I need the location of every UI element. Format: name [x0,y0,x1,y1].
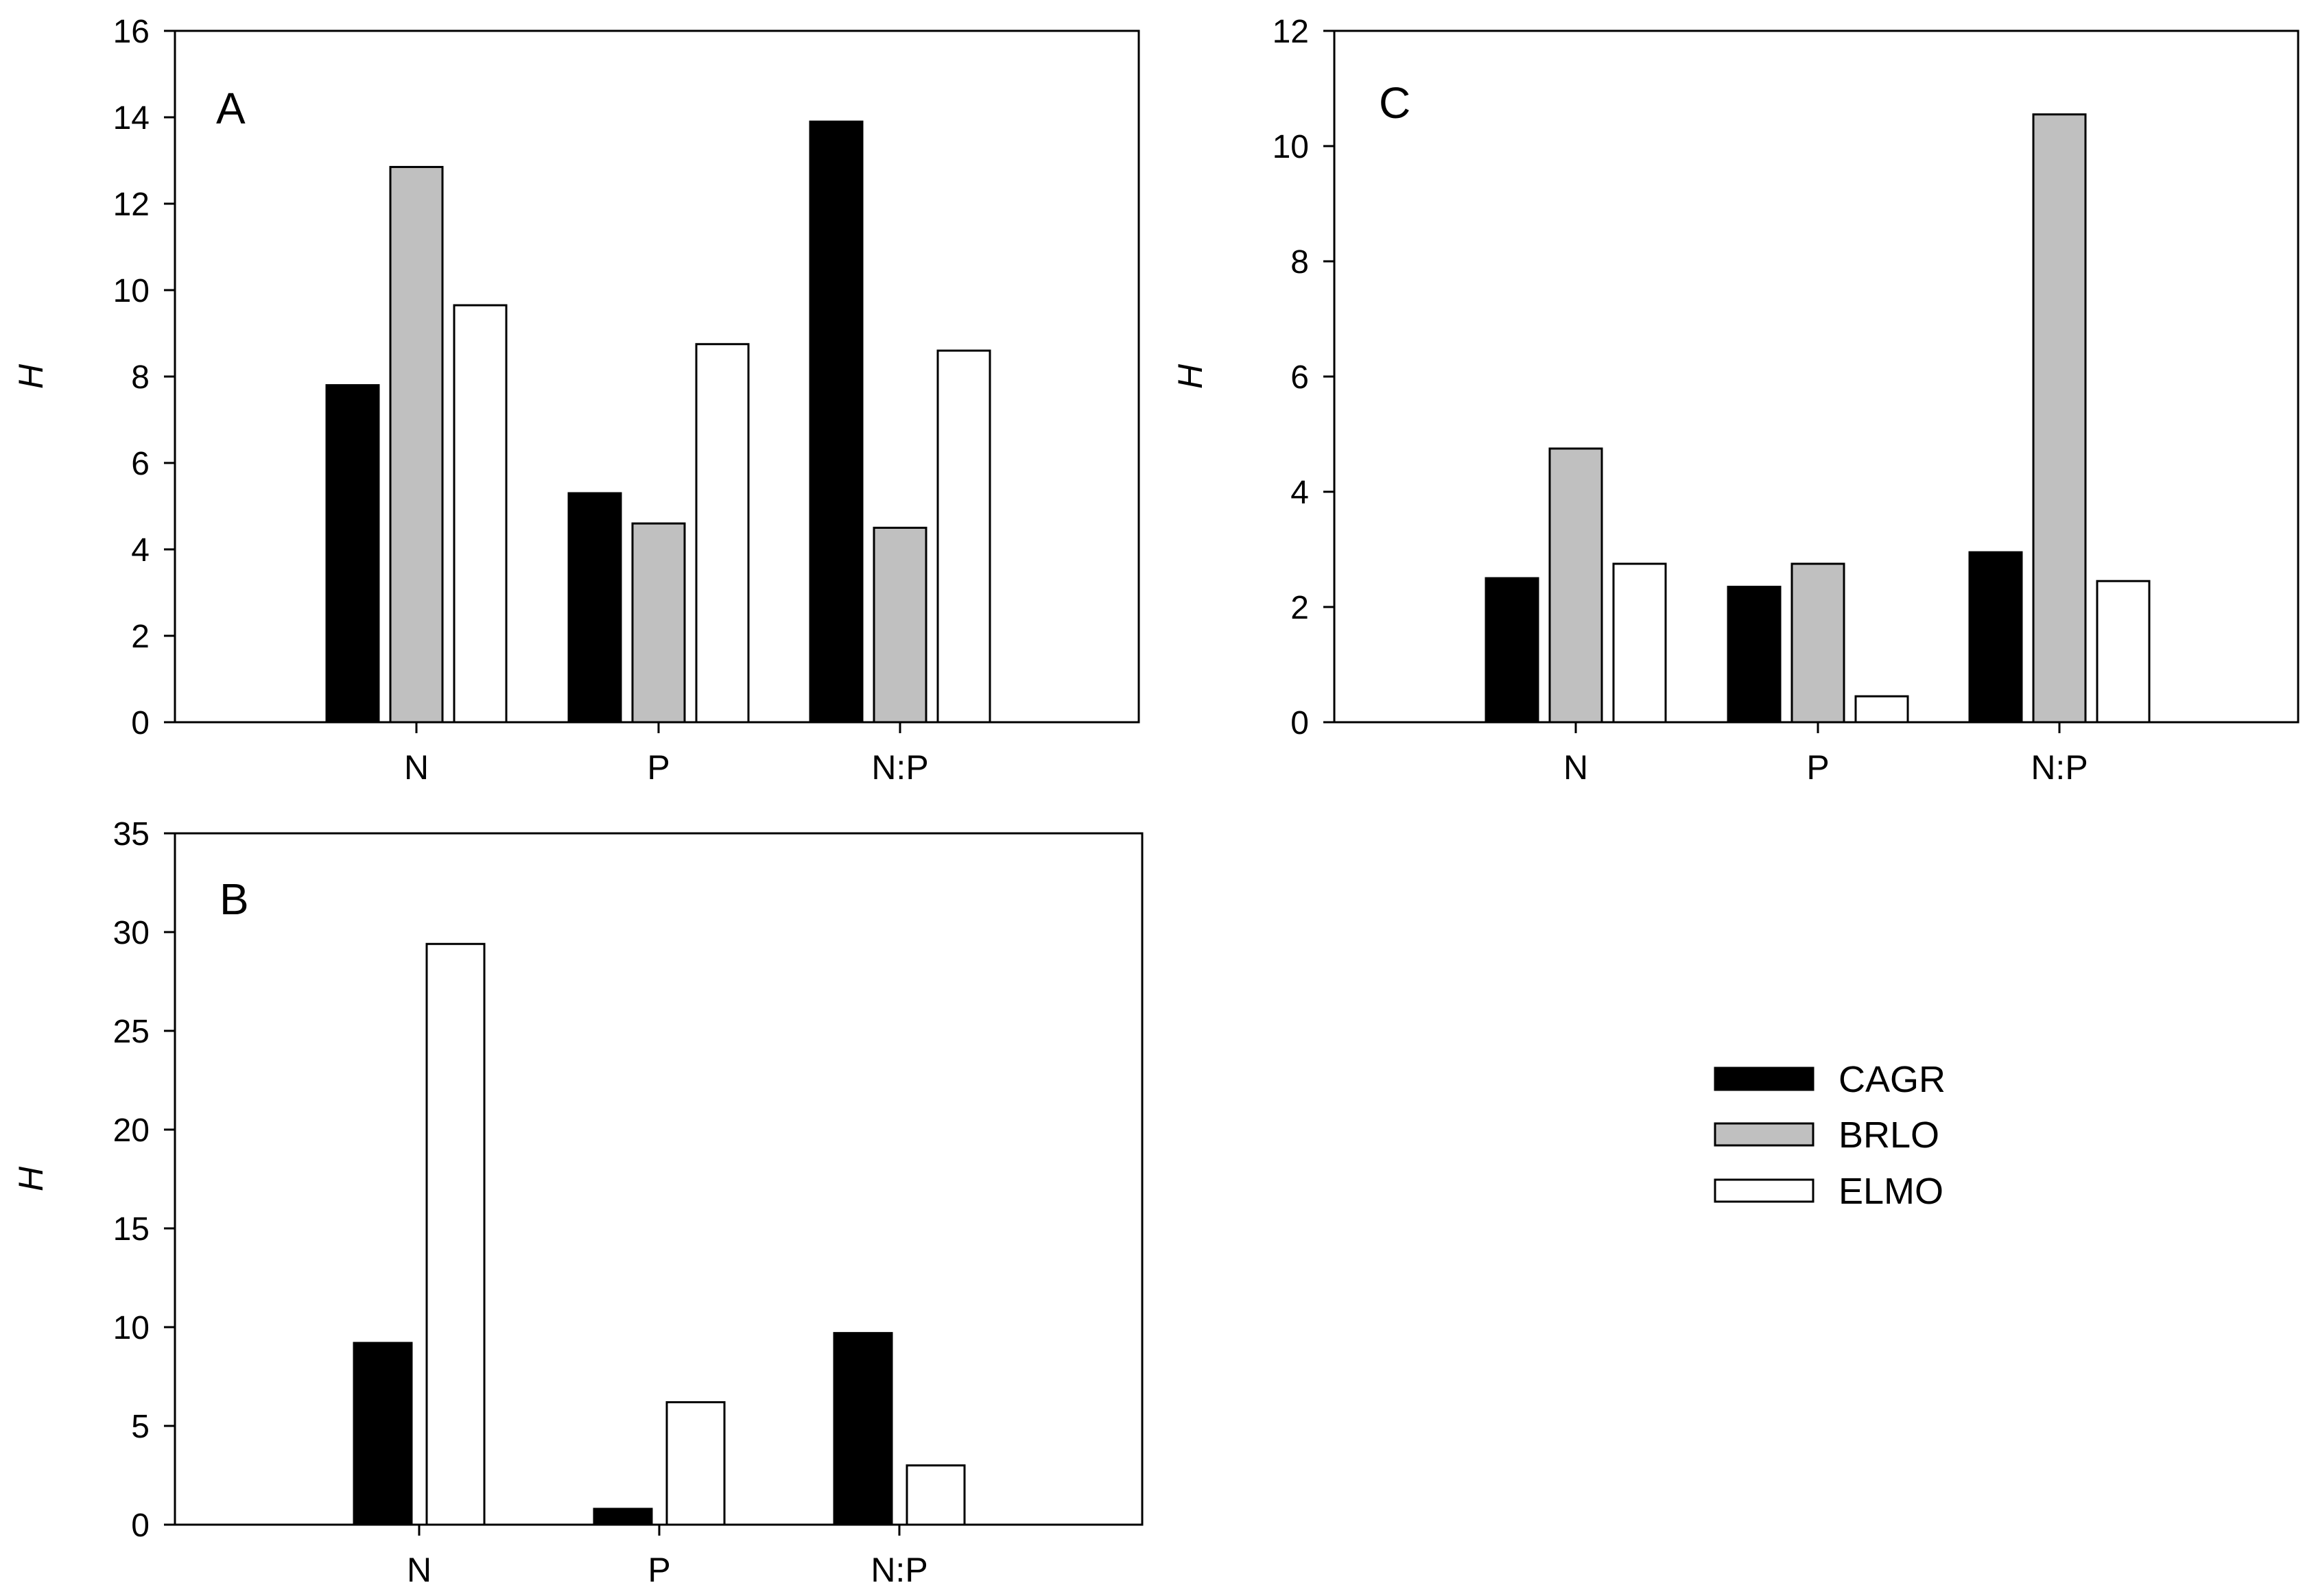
legend-label-brlo: BRLO [1839,1115,1939,1156]
legend-swatch-cagr [1714,1067,1815,1091]
panel-a-category-label-p: P [647,748,670,787]
panel-a-bar-elmo-n [453,304,508,724]
panel-a-category-label-n-p: N:P [871,748,928,787]
panel-a-bar-cagr-p [567,492,622,724]
panel-c-bar-cagr-p [1727,586,1782,724]
panel-c-y-tick-label: 4 [1290,475,1309,511]
panel-c-bar-cagr-n [1485,577,1539,724]
panel-b-y-tick-label: 0 [131,1508,150,1544]
panel-a-bar-cagr-n-p [809,120,864,724]
panel-b-category-label-n-p: N:P [871,1551,927,1589]
panel-c-y-tick-label: 8 [1290,244,1309,281]
panel-c-category-label-n-p: N:P [2031,748,2088,787]
panel-b-y-tick-label: 25 [113,1014,150,1050]
panel-b-bar-elmo-n [425,942,486,1526]
panel-c-y-axis-label: H [1171,364,1209,389]
panel-b-y-tick-label: 5 [131,1409,150,1445]
panel-b-category-label-p: P [648,1551,670,1589]
legend-swatch-elmo [1714,1178,1815,1203]
panel-b-bar-cagr-n-p [833,1332,893,1526]
panel-a-bar-elmo-n-p [936,349,991,724]
panel-a-bar-elmo-p [695,343,750,724]
panel-a-y-tick-label: 0 [131,705,150,741]
panel-b-bar-cagr-p [593,1508,653,1526]
panel-a-bar-brlo-n-p [873,527,927,724]
panel-a-bar-brlo-p [631,522,686,724]
panel-b-bar-elmo-n-p [906,1464,966,1526]
panel-a-bar-brlo-n [389,165,444,724]
panel-a-y-tick-label: 16 [113,14,150,50]
panel-c-bar-elmo-n [1612,562,1667,724]
panel-c-bar-elmo-n-p [2096,580,2151,724]
panel-b-y-tick-label: 15 [113,1211,150,1248]
panel-c-bar-cagr-n-p [1968,551,2023,724]
panel-a-y-tick-label: 8 [131,359,150,396]
legend-label-elmo: ELMO [1839,1171,1943,1212]
panel-c-label: C [1379,78,1410,128]
panel-a-y-tick-label: 12 [113,187,150,223]
panel-b-y-tick-label: 20 [113,1112,150,1149]
panel-a-chart: A H 0 2 4 6 8 10 12 14 16 N P N:P [12,14,1140,787]
panel-c-y-tick-label: 0 [1290,705,1309,741]
panel-a-y-tick-label: 14 [113,100,150,136]
panel-c-category-label-p: P [1806,748,1829,787]
panel-c-y-tick-label: 2 [1290,590,1309,626]
panel-c-y-tick-label: 10 [1273,129,1309,165]
panel-b-y-tick-label: 35 [113,816,150,853]
panel-c-chart: C H 0 2 4 6 8 10 12 N P N:P [1171,14,2300,787]
panel-b-chart: B H 0 5 10 15 20 25 30 35 N P N:P [12,816,1144,1589]
panel-a-y-tick-label: 2 [131,619,150,655]
legend: CAGR BRLO ELMO [1714,1059,1946,1212]
panel-c-category-label-n: N [1563,748,1588,787]
panel-c-bar-brlo-n-p [2032,113,2087,724]
legend-label-cagr: CAGR [1839,1059,1946,1100]
panel-b-y-axis-label: H [12,1166,50,1191]
panel-b-bar-elmo-p [665,1401,726,1526]
panel-a-y-axis-label: H [12,364,50,389]
panel-b-category-label-n: N [407,1551,432,1589]
panel-a-y-tick-label: 10 [113,273,150,309]
panel-c-bar-brlo-n [1548,447,1603,724]
panel-a-bar-cagr-n [325,384,380,724]
panel-a-y-tick-label: 6 [131,446,150,482]
legend-swatch-brlo [1714,1122,1815,1147]
panel-b-frame [174,832,1144,1526]
panel-b-label: B [220,874,249,924]
panel-c-bar-brlo-p [1790,562,1845,724]
panel-c-y-tick-label: 6 [1290,359,1309,396]
panel-c-bar-elmo-p [1854,695,1909,724]
panel-a-label: A [216,84,246,133]
panel-b-y-tick-label: 30 [113,915,150,951]
panel-a-category-label-n: N [404,748,429,787]
panel-b-bar-cagr-n [353,1342,413,1526]
panel-b-y-tick-label: 10 [113,1310,150,1346]
panel-c-y-tick-label: 12 [1273,14,1309,50]
panel-a-y-tick-label: 4 [131,532,150,569]
